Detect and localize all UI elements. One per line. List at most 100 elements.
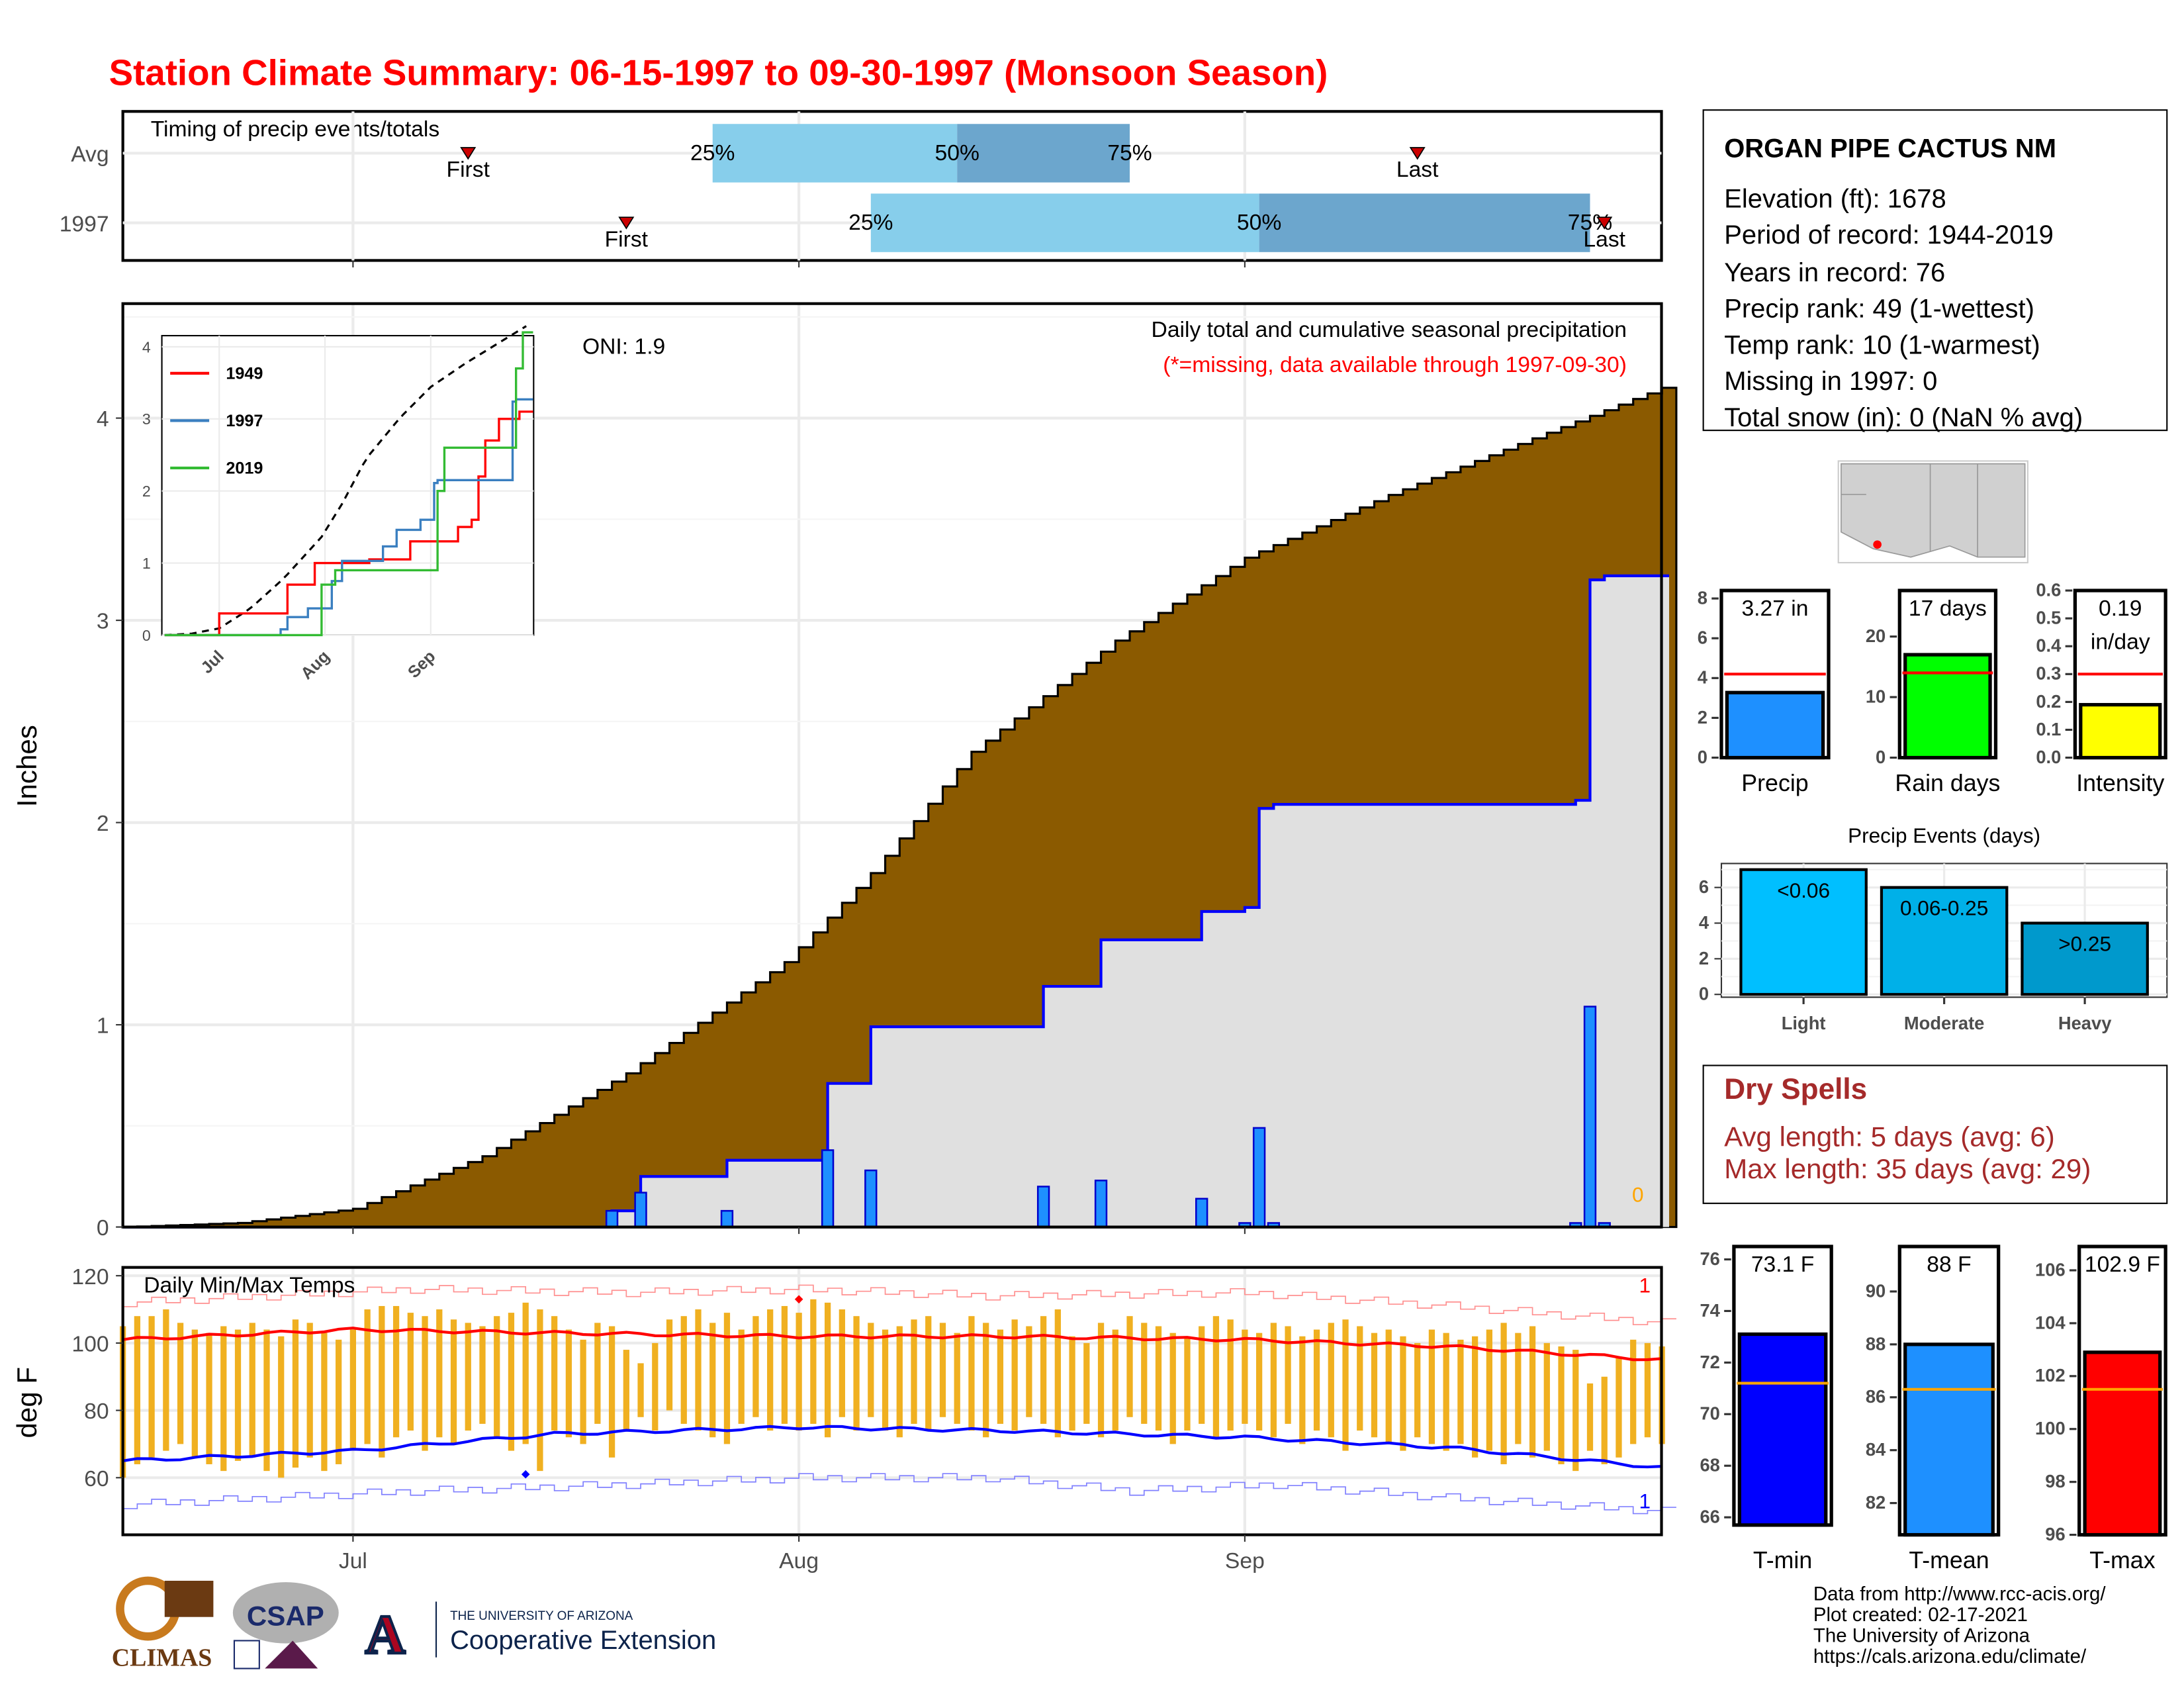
daily-temp-range-bar [249, 1323, 255, 1458]
y-tick-label: 0.4 [2036, 635, 2062, 656]
record-low-marker-icon [521, 1470, 530, 1479]
daily-temp-range-bar [163, 1309, 169, 1451]
first-event-label: First [605, 227, 649, 252]
record-high-count: 1 [1639, 1273, 1651, 1297]
y-tick-label: 6 [1699, 876, 1709, 897]
y-tick-label: 72 [1700, 1352, 1719, 1372]
daily-temp-range-bar [954, 1333, 960, 1424]
gauge-value-label: 102.9 F [2085, 1252, 2160, 1277]
y-tick-label: 106 [2035, 1259, 2066, 1280]
daily-temp-range-bar [321, 1333, 328, 1472]
station-info-box: ORGAN PIPE CACTUS NM Elevation (ft): 167… [1702, 109, 2168, 432]
y-tick-label: 0.0 [2036, 747, 2061, 767]
daily-temp-range-bar [292, 1319, 299, 1468]
daily-temp-range-bar [1543, 1342, 1550, 1451]
timing-label: Timing of precip events/totals [151, 117, 439, 142]
p75-label: 75% [1107, 141, 1152, 165]
daily-temp-range-bar [1586, 1383, 1594, 1451]
daily-temp-range-bar [177, 1323, 184, 1444]
daily-temp-range-bar [392, 1305, 400, 1438]
last-event-label: Last [1583, 227, 1625, 252]
daily-temp-range-bar [336, 1339, 342, 1464]
dry-spells-box: Dry Spells Avg length: 5 days (avg: 6) M… [1702, 1064, 2168, 1204]
inset-y-tick-label: 1 [142, 555, 151, 572]
precip-event-bar [2021, 921, 2149, 996]
quartile-bar-25-50 [712, 124, 958, 183]
daily-temp-range-bar [1529, 1326, 1536, 1458]
y-tick-label: 2 [1699, 948, 1709, 968]
daily-temp-range-bar [422, 1316, 428, 1451]
daily-temp-range-bar [349, 1329, 357, 1451]
gauge-bar-intensity [2079, 702, 2162, 760]
record-low-count: 1 [1639, 1489, 1651, 1513]
gauge-bar-t-mean [1903, 1342, 1995, 1537]
y-tick-label: 70 [1700, 1403, 1719, 1424]
y-tick-label: 4 [97, 407, 109, 432]
daily-temp-range-bar [1357, 1326, 1363, 1431]
daily-temp-range-bar [853, 1316, 860, 1431]
daily-temp-range-bar [925, 1316, 932, 1431]
daily-temp-range-bar [1328, 1323, 1334, 1438]
daily-temp-range-bar [1472, 1336, 1479, 1458]
daily-temp-range-bar [1285, 1326, 1291, 1424]
x-tick-label: Jul [339, 1549, 367, 1573]
gauge-value-label: 88 F [1927, 1252, 1971, 1277]
daily-temp-range-bar [206, 1333, 212, 1464]
gauge-name-label: Intensity [2076, 770, 2164, 796]
inset-frame [161, 335, 535, 636]
y-tick-label: 90 [1866, 1280, 1886, 1301]
daily-temp-range-bar [1184, 1336, 1191, 1431]
gauge-value-label: 0.19 [2099, 596, 2142, 621]
first-event-label: First [447, 158, 490, 182]
y-tick-label: 100 [2035, 1418, 2066, 1438]
daily-temp-range-bar [1428, 1329, 1435, 1444]
figure-title: Station Climate Summary: 06-15-1997 to 0… [109, 52, 1328, 93]
y-tick-label: 0.2 [2036, 691, 2061, 712]
daily-temp-range-bar [494, 1316, 500, 1438]
gauge-name-label: T-mean [1909, 1547, 1989, 1573]
daily-temp-range-bar [148, 1316, 155, 1458]
y-tick-label: 0 [1698, 747, 1707, 767]
y-tick-label: 88 [1866, 1333, 1886, 1354]
svg-text:CLIMAS: CLIMAS [112, 1644, 212, 1671]
y-tick-label: 0.3 [2036, 663, 2061, 684]
precip-event-category: Light [1782, 1013, 1826, 1033]
inset-y-tick-label: 2 [142, 483, 151, 500]
daily-temp-range-bar [1457, 1339, 1464, 1444]
daily-precip-bar [634, 1192, 647, 1228]
station-elevation: Elevation (ft): 1678 [1724, 184, 1946, 213]
daily-temp-range-bar [1601, 1376, 1608, 1464]
daily-temp-range-bar [1255, 1333, 1263, 1431]
daily-temp-range-bar [824, 1302, 831, 1438]
daily-temp-range-bar [407, 1313, 414, 1431]
gauge-bar-t-max [2083, 1350, 2162, 1537]
daily-temp-range-bar [1242, 1329, 1248, 1424]
daily-temp-range-bar [911, 1319, 917, 1424]
gauge-value-label: 17 days [1909, 596, 1987, 621]
observed-cumulative-line [122, 574, 1670, 1229]
y-tick-label: 1 [97, 1014, 109, 1039]
y-tick-label: 2 [1698, 707, 1707, 727]
locator-map [1837, 460, 2028, 564]
dry-spells-avg: Avg length: 5 days (avg: 6) [1724, 1121, 2055, 1152]
precip-subtitle: (*=missing, data available through 1997-… [1163, 353, 1627, 377]
daily-temp-range-bar [1083, 1342, 1090, 1424]
inset-series-line-1997 [164, 398, 533, 637]
footer-line: The University of Arizona [1813, 1625, 2030, 1647]
y-tick-label: 0.1 [2036, 719, 2061, 739]
daily-temp-range-bar [1558, 1346, 1565, 1464]
y-tick-label: 10 [1866, 686, 1886, 706]
daily-precip-bar [821, 1149, 835, 1228]
station-period: Period of record: 1944-2019 [1724, 220, 2054, 250]
quartile-bar-50-75 [1259, 193, 1590, 252]
precip-event-bar [1739, 868, 1868, 996]
quartile-bar-50-75 [957, 124, 1130, 183]
daily-temp-range-bar [1011, 1319, 1018, 1431]
daily-temp-range-bar [939, 1323, 946, 1417]
precip-event-bar [1880, 886, 2009, 996]
precip-panel: Daily total and cumulative seasonal prec… [11, 302, 1678, 1241]
last-event-label: Last [1396, 158, 1439, 182]
station-years: Years in record: 76 [1724, 258, 1945, 287]
